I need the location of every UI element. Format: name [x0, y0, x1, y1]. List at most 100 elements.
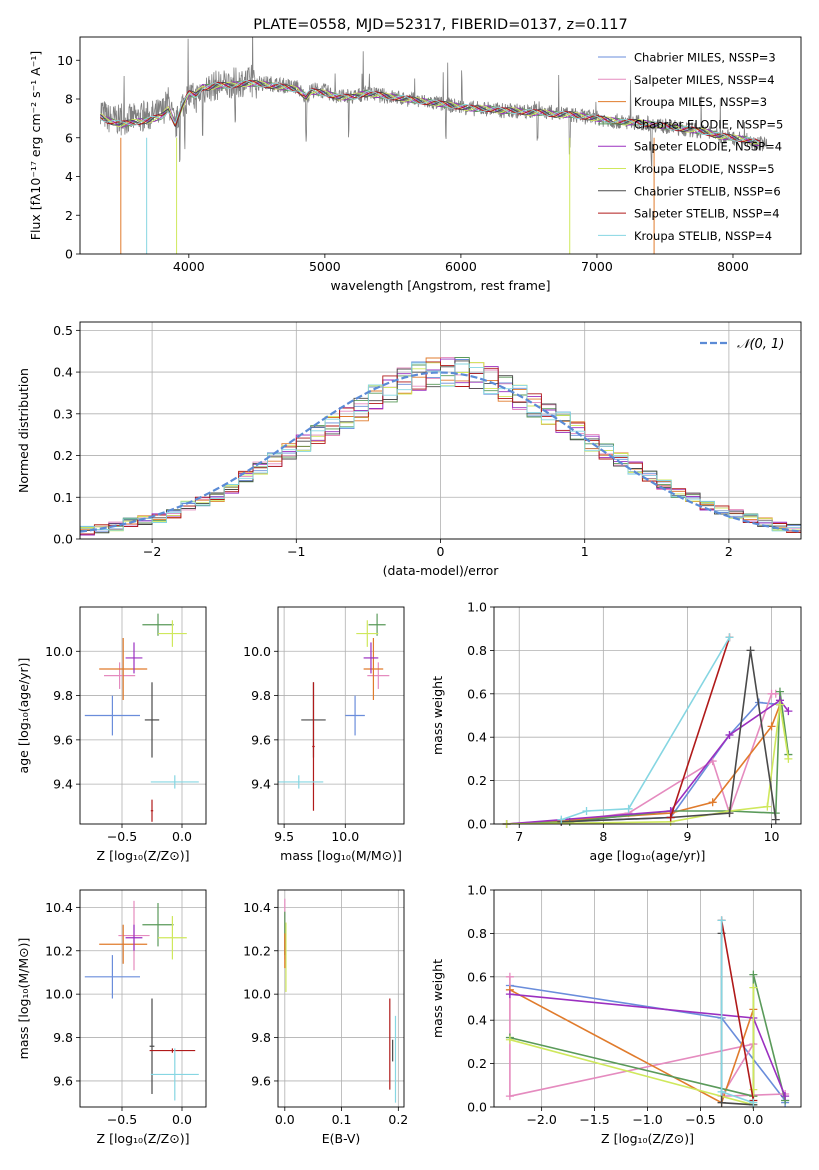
- x-axis-label: Z [log₁₀(Z/Z⊙)]: [97, 1131, 190, 1146]
- y-tick-label: 0.2: [467, 1056, 487, 1071]
- y-tick-label: 0.2: [53, 448, 73, 463]
- legend-label: Chabrier MILES, NSSP=3: [634, 51, 776, 65]
- weight-line-chabrier_elodie: [506, 691, 790, 824]
- y-tick-label: 10.4: [243, 900, 271, 915]
- axes-frame-spectrum: [79, 36, 802, 255]
- axes-weight_vs_Z: −2.0 −1.5 −1.0 −0.5 0.0 0.0 0.2 0.4 0.6 0.8 1.0 Z […: [430, 883, 801, 1146]
- y-tick-label: 0.5: [53, 323, 73, 338]
- weight-line-salpeter_elodie: [506, 699, 790, 824]
- axes-frame-mass_vs_Z: [79, 889, 207, 1108]
- legend-label: Kroupa ELODIE, NSSP=5: [634, 162, 775, 176]
- y-tick-label: 10.2: [45, 943, 73, 958]
- gaussian-curve: [80, 371, 801, 533]
- x-tick-label: −1.5: [579, 1112, 609, 1127]
- y-tick-label: 9.6: [251, 1073, 271, 1088]
- x-tick-label: 7000: [581, 259, 613, 274]
- weight-marker-kroupa_stelib: [717, 1087, 726, 1096]
- x-tick-label: −1.0: [632, 1112, 662, 1127]
- weight-marker-salpeter_elodie: [781, 1092, 790, 1101]
- weight-marker-chabrier_stelib: [771, 815, 780, 824]
- axes-frame-residuals: [79, 321, 802, 540]
- y-tick-label: 1.0: [467, 600, 487, 615]
- weight-marker-chabrier_stelib: [725, 809, 734, 818]
- x-axis-label: wavelength [Angstrom, rest frame]: [330, 278, 550, 293]
- weight-marker-salpeter_miles: [505, 972, 514, 981]
- axes-frame-weight_vs_Z: [493, 889, 802, 1108]
- weight-marker-chabrier_elodie: [749, 970, 758, 979]
- axes-weight_vs_age: 7 8 9 10 0.0 0.2 0.4 0.6 0.8 1.0 age [log₁₀(age/yr…: [430, 600, 801, 863]
- weight-line-kroupa_elodie: [506, 704, 790, 824]
- y-tick-label: 9.6: [53, 1073, 73, 1088]
- x-tick-label: 5000: [309, 259, 341, 274]
- weight-marker-kroupa_elodie: [505, 1035, 514, 1044]
- weight-line-kroupa_stelib: [561, 636, 731, 821]
- x-tick-label: −1: [287, 544, 305, 559]
- weight-marker-chabrier_stelib: [746, 646, 755, 655]
- x-tick-label: 0.2: [388, 1112, 408, 1127]
- weight-marker-kroupa_miles: [767, 722, 776, 731]
- model-spectrum-kroupa_stelib: [100, 80, 761, 145]
- x-tick-label: −2.0: [526, 1112, 556, 1127]
- axes-residuals: −2 −1 0 1 2 0.0 0.1 0.2 0.3 0.4 0.5 (data-model)/er…: [16, 322, 801, 578]
- residual-histogram-salpeter_stelib: [80, 361, 801, 535]
- weight-line-chabrier_stelib: [720, 933, 754, 1106]
- y-tick-label: 8: [65, 92, 73, 107]
- y-tick-label: 9.8: [251, 688, 271, 703]
- weight-marker-salpeter_miles: [505, 1092, 514, 1101]
- y-tick-label: 10.0: [243, 987, 271, 1002]
- x-tick-label: 10.0: [331, 829, 359, 844]
- axes-age_vs_mass: 9.5 10.0 9.4 9.6 9.8 10.0 mass [log₁₀(M/M⊙)]: [243, 607, 404, 863]
- legend-label: Chabrier ELODIE, NSSP=5: [634, 117, 783, 131]
- x-axis-label: age [log₁₀(age/yr)]: [590, 848, 706, 863]
- y-tick-label: 0: [65, 247, 73, 262]
- weight-marker-kroupa_stelib: [725, 633, 734, 642]
- weight-marker-kroupa_elodie: [784, 754, 793, 763]
- legend-label: Salpeter STELIB, NSSP=4: [634, 207, 780, 221]
- x-axis-label: Z [log₁₀(Z/Z⊙)]: [601, 1131, 694, 1146]
- x-axis-label: E(B-V): [322, 1131, 361, 1146]
- weight-line-salpeter_stelib: [720, 920, 755, 1101]
- y-tick-label: 6: [65, 130, 73, 145]
- x-tick-label: 0.0: [743, 1112, 763, 1127]
- legend-label: Salpeter MILES, NSSP=4: [634, 73, 775, 87]
- y-tick-label: 9.6: [251, 732, 271, 747]
- x-tick-label: 0.0: [172, 829, 192, 844]
- y-tick-label: 9.6: [53, 732, 73, 747]
- y-tick-label: 0.3: [53, 406, 73, 421]
- x-tick-label: 9: [683, 829, 691, 844]
- legend-label: Chabrier STELIB, NSSP=6: [634, 184, 781, 198]
- x-tick-label: 7: [515, 829, 523, 844]
- y-tick-label: 0.4: [467, 1013, 487, 1028]
- axes-spectrum: 4000 5000 6000 7000 8000 0 2 4 6 8 10 wavelength [A…: [28, 51, 749, 293]
- chart-title: PLATE=0558, MJD=52317, FIBERID=0137, z=0…: [253, 17, 627, 33]
- y-tick-label: 10.0: [45, 987, 73, 1002]
- weight-marker-kroupa_stelib: [749, 1098, 758, 1107]
- weight-marker-chabrier_stelib: [717, 1098, 726, 1107]
- x-tick-label: 6000: [445, 259, 477, 274]
- x-tick-label: 0.1: [332, 1112, 352, 1127]
- y-tick-label: 10: [57, 53, 73, 68]
- y-tick-label: 0.0: [53, 532, 73, 547]
- weight-marker-kroupa_elodie: [775, 700, 784, 709]
- y-axis-label: Flux [fλ10⁻¹⁷ erg cm⁻² s⁻¹ A⁻¹]: [28, 51, 43, 240]
- x-axis-label: (data-model)/error: [383, 563, 500, 578]
- x-tick-label: 4000: [173, 259, 205, 274]
- model-spectrum-salpeter_stelib: [100, 80, 761, 143]
- y-tick-label: 9.4: [53, 777, 73, 792]
- y-tick-label: 0.0: [467, 1100, 487, 1115]
- y-tick-label: 10.0: [243, 644, 271, 659]
- y-tick-label: 0.6: [467, 686, 487, 701]
- y-tick-label: 0.0: [467, 817, 487, 832]
- y-tick-label: 9.8: [251, 1030, 271, 1045]
- x-tick-label: 0.0: [172, 1112, 192, 1127]
- weight-marker-chabrier_elodie: [775, 687, 784, 696]
- x-tick-label: −0.5: [107, 829, 137, 844]
- legend-label: Salpeter ELODIE, NSSP=4: [634, 140, 782, 154]
- axes-frame-age_vs_Z: [79, 606, 207, 825]
- y-tick-label: 0.4: [53, 365, 73, 380]
- y-tick-label: 10.2: [243, 943, 271, 958]
- weight-marker-kroupa_stelib: [624, 804, 633, 813]
- model-spectrum-chabrier_stelib: [100, 80, 760, 143]
- y-tick-label: 0.2: [467, 773, 487, 788]
